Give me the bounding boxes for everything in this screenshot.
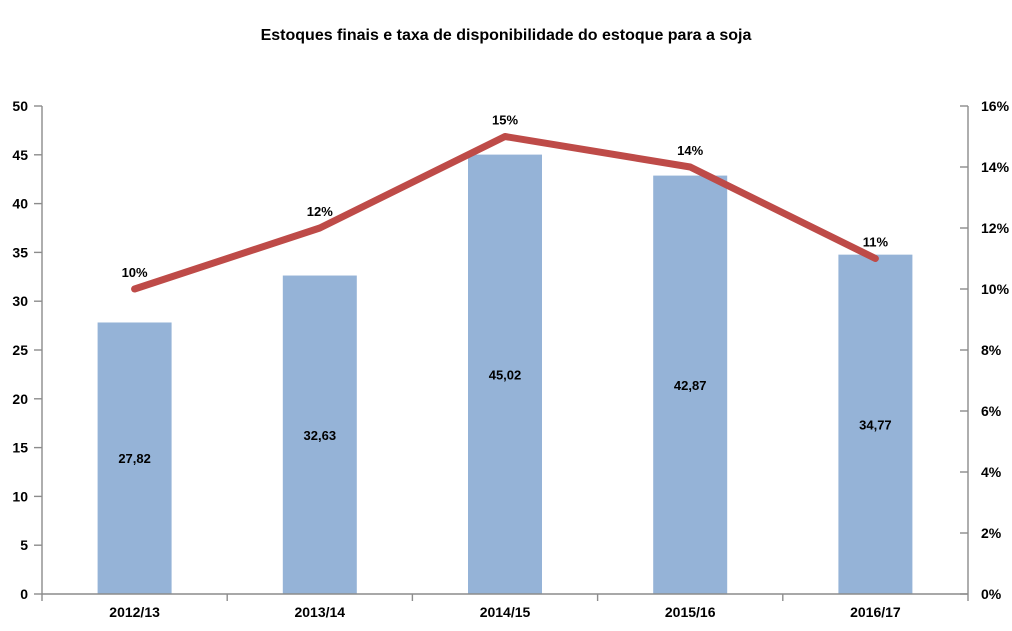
left-axis-tick-label: 35	[12, 244, 28, 260]
line-value-label: 12%	[307, 204, 333, 219]
bar	[97, 322, 172, 594]
left-axis-tick-label: 10	[12, 488, 28, 504]
right-axis-tick-label: 6%	[981, 403, 1002, 419]
bar	[653, 175, 728, 594]
right-axis-tick-label: 4%	[981, 464, 1002, 480]
right-axis-tick-label: 0%	[981, 586, 1002, 602]
line-value-label: 14%	[677, 143, 703, 158]
bar-value-label: 32,63	[304, 428, 337, 443]
left-axis-tick-label: 20	[12, 391, 28, 407]
bar-value-label: 34,77	[859, 417, 892, 432]
left-axis-tick-label: 5	[20, 537, 28, 553]
bar-value-label: 45,02	[489, 367, 522, 382]
left-axis-tick-label: 15	[12, 440, 28, 456]
left-axis-tick-label: 45	[12, 147, 28, 163]
left-axis-tick-label: 30	[12, 293, 28, 309]
bar-value-label: 27,82	[118, 451, 151, 466]
right-axis-tick-label: 12%	[981, 220, 1010, 236]
x-axis-category-label: 2012/13	[109, 604, 160, 620]
x-axis-category-label: 2015/16	[665, 604, 716, 620]
right-axis-tick-label: 2%	[981, 525, 1002, 541]
bar	[468, 154, 542, 594]
line-value-label: 10%	[122, 265, 148, 280]
bar-value-label: 42,87	[674, 378, 707, 393]
left-axis-tick-label: 40	[12, 196, 28, 212]
right-axis-tick-label: 8%	[981, 342, 1002, 358]
right-axis-tick-label: 14%	[981, 159, 1010, 175]
line-value-label: 11%	[863, 235, 889, 250]
x-axis-category-label: 2014/15	[480, 604, 531, 620]
bar	[838, 254, 913, 594]
chart-title: Estoques finais e taxa de disponibilidad…	[260, 27, 752, 44]
left-axis-tick-label: 50	[12, 98, 28, 114]
right-axis-tick-label: 10%	[981, 281, 1010, 297]
bar	[282, 275, 357, 594]
line-value-label: 15%	[492, 113, 518, 128]
x-axis-category-label: 2013/14	[294, 604, 345, 620]
line-series	[131, 133, 879, 293]
left-axis-tick-label: 25	[12, 342, 28, 358]
x-axis-category-label: 2016/17	[850, 604, 901, 620]
left-axis-tick-label: 0	[20, 586, 28, 602]
right-axis-tick-label: 16%	[981, 98, 1010, 114]
